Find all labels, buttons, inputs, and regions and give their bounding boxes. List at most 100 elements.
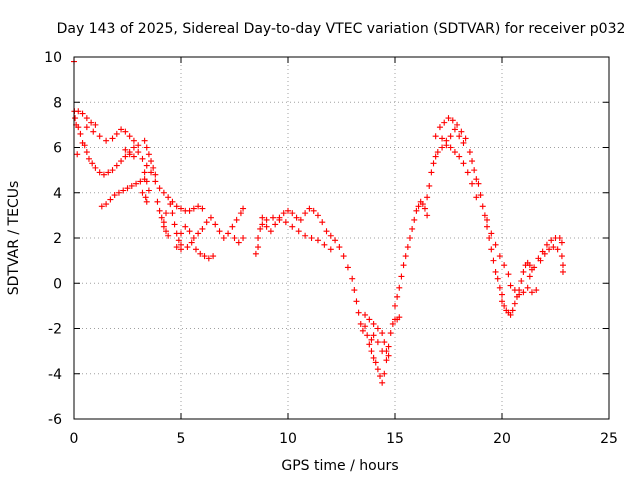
data-point: [113, 130, 120, 137]
data-point: [141, 137, 148, 144]
data-point: [550, 244, 557, 251]
data-point: [207, 214, 214, 221]
chart-title: Day 143 of 2025, Sidereal Day-to-day VTE…: [57, 21, 626, 37]
data-point: [259, 214, 266, 221]
data-point: [439, 135, 446, 142]
data-point: [133, 180, 140, 187]
data-point: [362, 323, 369, 330]
data-point: [314, 212, 321, 219]
data-point: [413, 207, 420, 214]
data-point: [501, 302, 508, 309]
data-point: [77, 130, 84, 137]
data-point: [443, 137, 450, 144]
data-point: [190, 205, 197, 212]
data-point: [426, 182, 433, 189]
data-point: [81, 142, 88, 149]
data-point: [100, 171, 107, 178]
data-point: [516, 287, 523, 294]
data-point: [332, 237, 339, 244]
data-point: [150, 164, 157, 171]
data-point: [148, 158, 155, 165]
data-point: [383, 357, 390, 364]
data-point: [451, 149, 458, 156]
data-point: [182, 223, 189, 230]
data-point: [524, 284, 531, 291]
data-point: [454, 121, 461, 128]
data-point: [293, 214, 300, 221]
data-point: [175, 237, 182, 244]
data-point: [456, 153, 463, 160]
data-point: [135, 149, 142, 156]
data-point: [272, 221, 279, 228]
data-point: [96, 169, 103, 176]
y-axis-tick-labels: -6 -4 -2 0 2 4 6 8 10: [44, 50, 62, 428]
data-point: [152, 178, 159, 185]
grid: [74, 57, 609, 419]
data-point: [118, 158, 125, 165]
data-point: [308, 235, 315, 241]
data-point: [72, 115, 79, 122]
data-point: [314, 237, 321, 244]
data-point: [165, 232, 172, 239]
data-point: [197, 250, 204, 257]
data-point: [434, 149, 441, 156]
data-point: [370, 320, 377, 327]
data-point: [167, 201, 174, 208]
data-point: [143, 178, 150, 185]
data-point: [428, 169, 435, 176]
data-point: [199, 225, 206, 232]
data-point: [327, 232, 334, 239]
x-tick-label: 10: [279, 431, 297, 447]
data-point: [479, 203, 486, 210]
data-point: [173, 244, 180, 251]
data-point: [511, 300, 518, 307]
data-point: [156, 185, 163, 192]
data-point: [379, 348, 386, 355]
data-point: [501, 262, 508, 269]
data-point: [424, 194, 431, 201]
data-point: [158, 214, 165, 221]
data-point: [120, 187, 127, 194]
y-tick-label: -2: [48, 322, 62, 338]
data-point: [488, 230, 495, 237]
data-point: [445, 115, 452, 122]
data-point: [370, 332, 377, 339]
data-point: [141, 169, 148, 176]
data-point: [178, 230, 184, 237]
x-tick-label: 20: [493, 431, 511, 447]
data-point: [507, 311, 514, 318]
data-point: [533, 287, 540, 294]
data-point: [441, 119, 448, 126]
data-point: [302, 232, 309, 239]
data-point: [216, 228, 223, 235]
data-point: [321, 241, 328, 248]
data-point: [394, 293, 401, 300]
data-point: [205, 255, 212, 262]
data-point: [103, 137, 110, 144]
data-point: [156, 207, 163, 214]
data-point: [439, 144, 446, 151]
data-point: [379, 330, 386, 337]
data-point: [297, 216, 304, 223]
data-point: [351, 287, 358, 294]
data-point: [85, 155, 92, 162]
data-point: [203, 219, 210, 226]
data-point: [122, 146, 129, 153]
data-point: [404, 244, 411, 251]
data-point: [142, 194, 149, 201]
data-point: [160, 189, 167, 196]
data-point: [199, 205, 206, 212]
data-point: [195, 230, 202, 237]
data-point: [225, 230, 232, 237]
data-point: [492, 241, 499, 248]
data-point: [537, 257, 544, 264]
data-point: [364, 332, 371, 339]
data-point: [83, 124, 90, 131]
data-point: [137, 178, 144, 185]
data-point: [402, 253, 409, 260]
data-point: [289, 223, 296, 230]
data-point: [366, 316, 373, 323]
data-point: [419, 201, 426, 208]
data-point: [357, 320, 364, 327]
